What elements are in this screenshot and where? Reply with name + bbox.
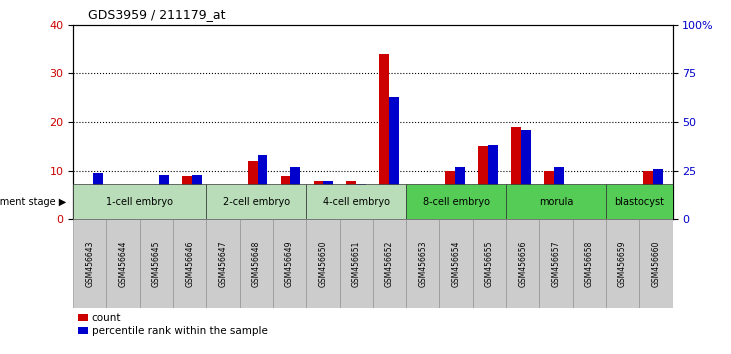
Bar: [455, 167, 465, 219]
Text: GSM456650: GSM456650: [319, 240, 327, 287]
Bar: [273, 219, 306, 308]
Bar: [488, 145, 498, 219]
Bar: [215, 210, 224, 219]
Text: GSM456656: GSM456656: [518, 240, 527, 287]
Text: GSM456660: GSM456660: [651, 240, 660, 287]
Text: GSM456646: GSM456646: [185, 240, 194, 287]
Legend: count, percentile rank within the sample: count, percentile rank within the sample: [78, 313, 268, 336]
Text: GSM456644: GSM456644: [118, 240, 127, 287]
Bar: [406, 184, 506, 219]
Bar: [379, 54, 390, 219]
Bar: [314, 181, 323, 219]
Text: GSM456654: GSM456654: [452, 240, 461, 287]
Bar: [126, 186, 136, 219]
Bar: [554, 167, 564, 219]
Bar: [439, 219, 473, 308]
Bar: [346, 181, 356, 219]
Bar: [306, 184, 406, 219]
Bar: [281, 176, 290, 219]
Text: GSM456652: GSM456652: [385, 240, 394, 287]
Bar: [587, 190, 596, 219]
Text: 2-cell embryo: 2-cell embryo: [223, 197, 289, 207]
Text: 1-cell embryo: 1-cell embryo: [106, 197, 173, 207]
Text: blastocyst: blastocyst: [614, 197, 664, 207]
Text: GSM456657: GSM456657: [551, 240, 561, 287]
Text: GSM456648: GSM456648: [251, 240, 261, 287]
Bar: [643, 171, 653, 219]
Bar: [73, 219, 107, 308]
Bar: [610, 200, 620, 219]
Bar: [620, 200, 629, 219]
Text: GSM456651: GSM456651: [352, 240, 360, 287]
Bar: [93, 173, 103, 219]
Bar: [107, 219, 140, 308]
Bar: [206, 184, 306, 219]
Text: GDS3959 / 211179_at: GDS3959 / 211179_at: [88, 8, 225, 21]
Bar: [224, 210, 235, 219]
Bar: [478, 147, 488, 219]
Bar: [653, 169, 662, 219]
Bar: [159, 175, 169, 219]
Bar: [206, 219, 240, 308]
Text: GSM456659: GSM456659: [618, 240, 627, 287]
Bar: [577, 190, 587, 219]
Bar: [73, 184, 206, 219]
Bar: [83, 185, 93, 219]
Bar: [639, 219, 673, 308]
Text: GSM456658: GSM456658: [585, 240, 594, 287]
Text: GSM456643: GSM456643: [86, 240, 94, 287]
Bar: [572, 219, 606, 308]
Bar: [356, 184, 366, 219]
Bar: [257, 155, 268, 219]
Text: GSM456653: GSM456653: [418, 240, 427, 287]
Bar: [539, 219, 572, 308]
Text: 4-cell embryo: 4-cell embryo: [322, 197, 390, 207]
Text: GSM456645: GSM456645: [152, 240, 161, 287]
Bar: [248, 161, 257, 219]
Text: 8-cell embryo: 8-cell embryo: [423, 197, 490, 207]
Bar: [339, 219, 373, 308]
Bar: [192, 175, 202, 219]
Bar: [506, 184, 606, 219]
Bar: [149, 185, 159, 219]
Bar: [521, 130, 531, 219]
Bar: [412, 185, 423, 219]
Bar: [390, 97, 399, 219]
Text: GSM456649: GSM456649: [285, 240, 294, 287]
Bar: [406, 219, 439, 308]
Bar: [606, 219, 639, 308]
Bar: [373, 219, 406, 308]
Bar: [173, 219, 206, 308]
Text: GSM456647: GSM456647: [219, 240, 227, 287]
Bar: [116, 190, 126, 219]
Bar: [473, 219, 506, 308]
Bar: [290, 167, 300, 219]
Bar: [544, 171, 554, 219]
Bar: [182, 176, 192, 219]
Text: development stage ▶: development stage ▶: [0, 197, 66, 207]
Bar: [140, 219, 173, 308]
Text: morula: morula: [539, 197, 573, 207]
Text: GSM456655: GSM456655: [485, 240, 494, 287]
Bar: [240, 219, 273, 308]
Bar: [506, 219, 539, 308]
Bar: [606, 184, 673, 219]
Bar: [445, 171, 455, 219]
Bar: [323, 181, 333, 219]
Bar: [511, 127, 521, 219]
Bar: [306, 219, 339, 308]
Bar: [423, 190, 432, 219]
